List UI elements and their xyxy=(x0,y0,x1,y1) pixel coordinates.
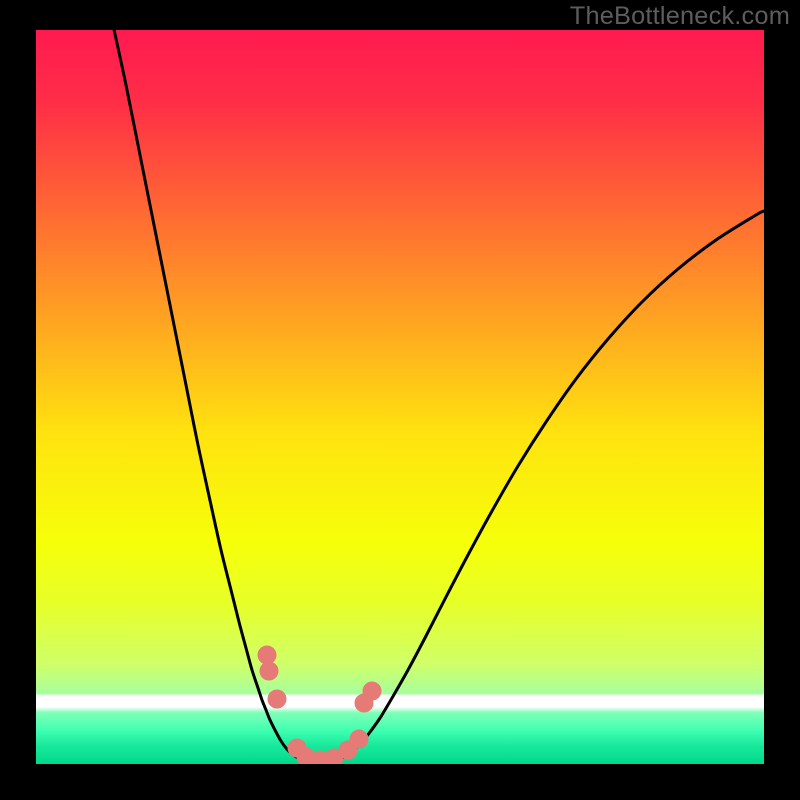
marker-dot xyxy=(260,662,278,680)
watermark-text: TheBottleneck.com xyxy=(570,2,790,31)
chart-frame: TheBottleneck.com xyxy=(0,0,800,800)
marker-group xyxy=(258,646,381,764)
marker-dot xyxy=(363,682,381,700)
curve-layer xyxy=(36,30,764,764)
bottleneck-curve xyxy=(113,30,764,763)
plot-area xyxy=(36,30,764,764)
marker-dot xyxy=(268,690,286,708)
marker-dot xyxy=(350,730,368,748)
marker-dot xyxy=(258,646,276,664)
